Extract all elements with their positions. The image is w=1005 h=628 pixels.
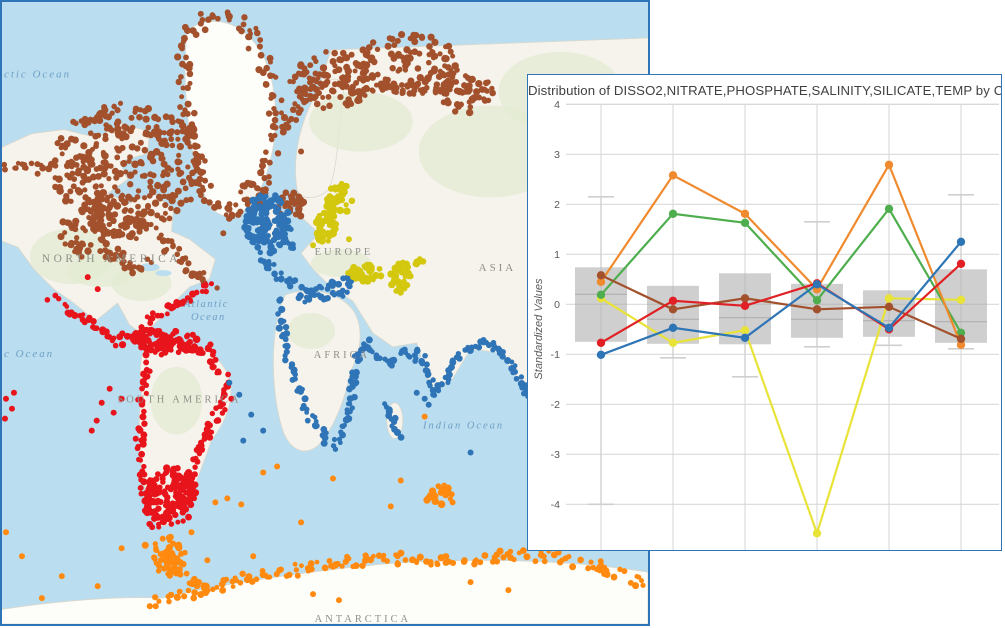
box-plots — [575, 194, 987, 506]
map-label: c Ocean — [4, 348, 54, 360]
y-tick-label: -1 — [551, 349, 560, 361]
data-point-cluster-orange-PHOSPHATE[interactable] — [740, 209, 750, 218]
chart-title: Distribution of DISSO2,NITRATE,PHOSPHATE… — [528, 83, 1002, 98]
map-cluster-dots-layer — [2, 9, 648, 610]
data-point-cluster-blue-TEMP[interactable] — [956, 237, 966, 246]
data-point-cluster-brown-DISSO2[interactable] — [596, 271, 606, 280]
map-dots-cluster-antarctic — [2, 413, 646, 610]
y-tick-label: 3 — [554, 149, 560, 161]
data-point-cluster-green-TEMP[interactable] — [956, 328, 966, 337]
map-dots-cluster-temperate-americas — [2, 274, 235, 531]
cluster-series — [596, 160, 966, 538]
data-point-cluster-orange-SILICATE[interactable] — [884, 160, 894, 169]
y-tick-label: 0 — [554, 299, 560, 311]
y-tick-label: -3 — [551, 449, 560, 461]
data-point-cluster-green-NITRATE[interactable] — [668, 209, 678, 218]
map-label: NORTH AMERICA — [42, 253, 181, 265]
series-line-cluster-red — [600, 262, 962, 344]
data-point-cluster-green-SALINITY[interactable] — [812, 296, 822, 305]
y-tick-label: -2 — [551, 399, 560, 411]
y-tick-label: 2 — [554, 199, 560, 211]
map-label: Indian Ocean — [422, 421, 504, 432]
data-point-cluster-brown-PHOSPHATE[interactable] — [740, 294, 750, 303]
data-point-cluster-brown-NITRATE[interactable] — [668, 305, 678, 314]
data-point-cluster-green-PHOSPHATE[interactable] — [740, 218, 750, 227]
y-tick-label: 4 — [554, 99, 560, 111]
data-point-cluster-yellow-SALINITY[interactable] — [812, 529, 822, 538]
map-dots-cluster-atlantic-indo — [226, 192, 648, 456]
series-line-cluster-blue — [600, 241, 962, 356]
data-point-cluster-red-TEMP[interactable] — [956, 259, 966, 268]
map-label: ctic Ocean — [4, 69, 71, 81]
map-label: AFRICA — [314, 350, 370, 361]
map-labels-layer: ctic Ocean c Ocean NORTH AMERICA Atlantic Oc… — [4, 69, 517, 624]
map-dots-cluster-arctic — [2, 9, 496, 291]
series-line-cluster-orange — [600, 162, 963, 346]
data-point-cluster-red-NITRATE[interactable] — [668, 296, 678, 305]
map-label: EUROPE — [315, 247, 374, 258]
map-dots-cluster-inland-seas — [310, 180, 427, 296]
distribution-chart-panel: 4 3 2 1 0 -1 -2 -3 -4 -5 Distribution of DISSO2,N… — [527, 74, 1002, 551]
map-label: ANTARCTICA — [315, 614, 411, 624]
data-point-cluster-yellow-PHOSPHATE[interactable] — [740, 326, 750, 335]
data-point-cluster-orange-NITRATE[interactable] — [668, 171, 678, 180]
data-point-cluster-blue-SALINITY[interactable] — [812, 280, 822, 289]
data-point-cluster-yellow-TEMP[interactable] — [956, 295, 966, 304]
data-point-cluster-yellow-NITRATE[interactable] — [668, 338, 678, 347]
y-tick-label: 1 — [554, 249, 560, 261]
data-point-cluster-yellow-SILICATE[interactable] — [884, 294, 894, 303]
data-point-cluster-blue-DISSO2[interactable] — [596, 350, 606, 359]
data-point-cluster-green-SILICATE[interactable] — [884, 204, 894, 213]
data-point-cluster-red-DISSO2[interactable] — [596, 338, 606, 347]
map-label: Atlantic — [183, 299, 229, 310]
y-tick-label: -5 — [551, 549, 560, 550]
data-point-cluster-blue-PHOSPHATE[interactable] — [740, 333, 750, 342]
data-point-cluster-orange-TEMP[interactable] — [956, 340, 966, 349]
chart-plot-svg: 4 3 2 1 0 -1 -2 -3 -4 -5 — [551, 99, 999, 550]
series-line-cluster-green — [600, 206, 962, 334]
data-point-cluster-brown-TEMP[interactable] — [956, 334, 966, 343]
data-point-cluster-orange-DISSO2[interactable] — [596, 277, 606, 286]
map-label: Ocean — [191, 312, 226, 323]
data-point-cluster-blue-NITRATE[interactable] — [668, 323, 678, 332]
data-point-cluster-brown-SALINITY[interactable] — [812, 305, 822, 314]
y-axis-title: Standardized Values — [533, 278, 545, 380]
data-point-cluster-brown-SILICATE[interactable] — [884, 302, 894, 311]
series-line-cluster-yellow — [600, 297, 962, 537]
data-point-cluster-blue-SILICATE[interactable] — [884, 323, 894, 332]
map-label: ASIA — [479, 262, 517, 274]
data-point-cluster-red-PHOSPHATE[interactable] — [740, 301, 750, 310]
data-point-cluster-green-DISSO2[interactable] — [596, 290, 606, 299]
map-label: SOUTH AMERICA — [117, 395, 241, 406]
y-tick-label: -4 — [551, 499, 560, 511]
